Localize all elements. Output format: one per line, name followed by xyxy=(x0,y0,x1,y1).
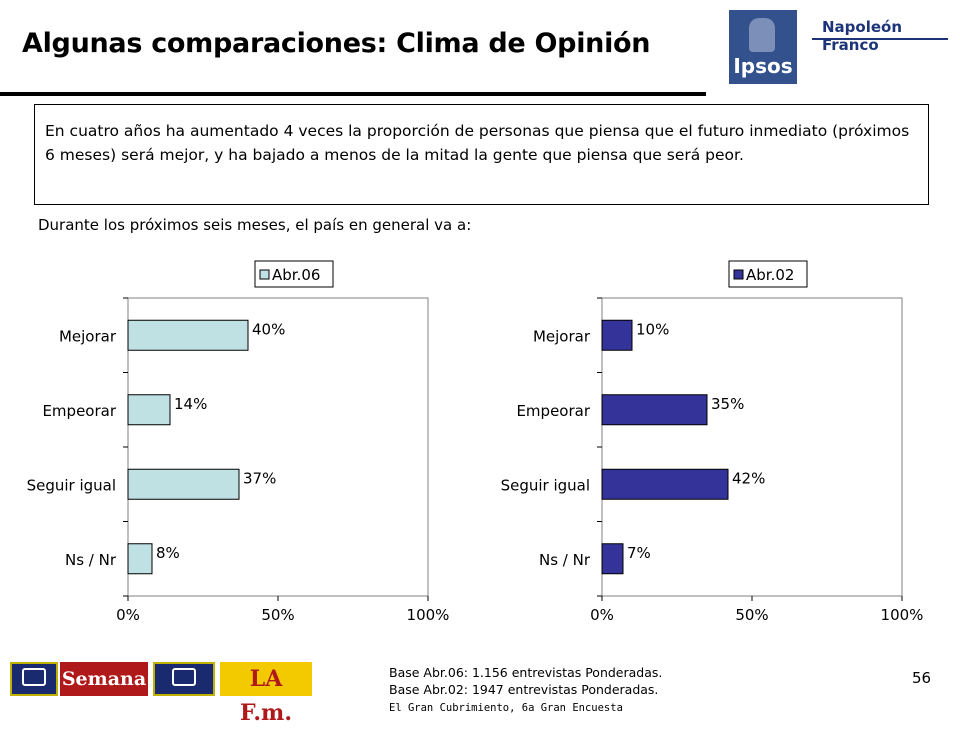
legend-swatch xyxy=(259,269,270,280)
bar xyxy=(601,468,729,500)
bar xyxy=(601,394,708,426)
bar xyxy=(127,543,153,575)
summary-box: En cuatro años ha aumentado 4 veces la p… xyxy=(34,104,929,205)
legend: Abr.06 xyxy=(254,260,334,288)
page-title: Algunas comparaciones: Clima de Opinión xyxy=(22,28,651,59)
legend-label: Abr.02 xyxy=(746,266,794,284)
la-fm-logo: LA F.m. xyxy=(220,662,312,726)
data-label: 14% xyxy=(174,395,207,413)
base-note-abr06: Base Abr.06: 1.156 entrevistas Ponderada… xyxy=(389,665,663,680)
data-label: 35% xyxy=(711,395,744,413)
rcn-radio-logo xyxy=(10,662,58,696)
x-tick-label: 100% xyxy=(881,606,924,624)
rcn-television-logo xyxy=(153,662,215,696)
category-label: Empeorar xyxy=(42,402,116,420)
x-tick-label: 50% xyxy=(261,606,294,624)
data-label: 7% xyxy=(627,544,651,562)
ipsos-logo: Ipsos xyxy=(729,10,797,84)
legend-swatch xyxy=(733,269,744,280)
x-tick-label: 0% xyxy=(590,606,614,624)
data-label: 42% xyxy=(732,469,765,487)
chart-abr06: 0% 50% 100% Mejorar 40% Empeorar 14% Seguir igu… xyxy=(27,260,450,624)
category-label: Seguir igual xyxy=(501,476,590,494)
data-label: 8% xyxy=(156,544,180,562)
base-note-abr02: Base Abr.02: 1947 entrevistas Ponderadas… xyxy=(389,682,659,697)
ipsos-logo-text: Ipsos xyxy=(733,54,793,78)
data-label: 40% xyxy=(252,320,285,338)
rcn-radio-emblem-icon xyxy=(22,668,46,686)
rcn-tv-emblem-icon xyxy=(172,668,196,686)
x-tick-label: 50% xyxy=(735,606,768,624)
chart-abr02: 0% 50% 100% Mejorar 10% Empeorar 35% Seguir igu… xyxy=(501,260,924,624)
x-tick-label: 100% xyxy=(407,606,450,624)
category-label: Empeorar xyxy=(516,402,590,420)
data-label: 10% xyxy=(636,320,669,338)
napoleon-franco-logo: Napoleón Franco xyxy=(822,18,903,54)
ipsos-emblem-icon xyxy=(749,18,775,52)
category-label: Ns / Nr xyxy=(65,551,117,569)
base-notes: Base Abr.06: 1.156 entrevistas Ponderada… xyxy=(389,664,662,698)
legend-label: Abr.06 xyxy=(272,266,320,284)
semana-logo: Semana xyxy=(60,662,148,696)
bar xyxy=(601,543,624,575)
summary-text: En cuatro años ha aumentado 4 veces la p… xyxy=(45,122,910,164)
napoleon-franco-underline xyxy=(812,38,948,40)
category-label: Mejorar xyxy=(533,327,591,345)
bar xyxy=(127,394,171,426)
title-divider xyxy=(0,92,706,96)
category-label: Mejorar xyxy=(59,327,117,345)
legend: Abr.02 xyxy=(728,260,808,288)
category-label: Ns / Nr xyxy=(539,551,591,569)
source-note: El Gran Cubrimiento, 6a Gran Encuesta xyxy=(389,702,623,714)
bar xyxy=(601,319,633,351)
category-label: Seguir igual xyxy=(27,476,116,494)
data-label: 37% xyxy=(243,469,276,487)
page-number: 56 xyxy=(912,669,932,687)
bar xyxy=(127,468,240,500)
bar xyxy=(127,319,249,351)
x-tick-label: 0% xyxy=(116,606,140,624)
survey-question: Durante los próximos seis meses, el país… xyxy=(38,216,472,234)
